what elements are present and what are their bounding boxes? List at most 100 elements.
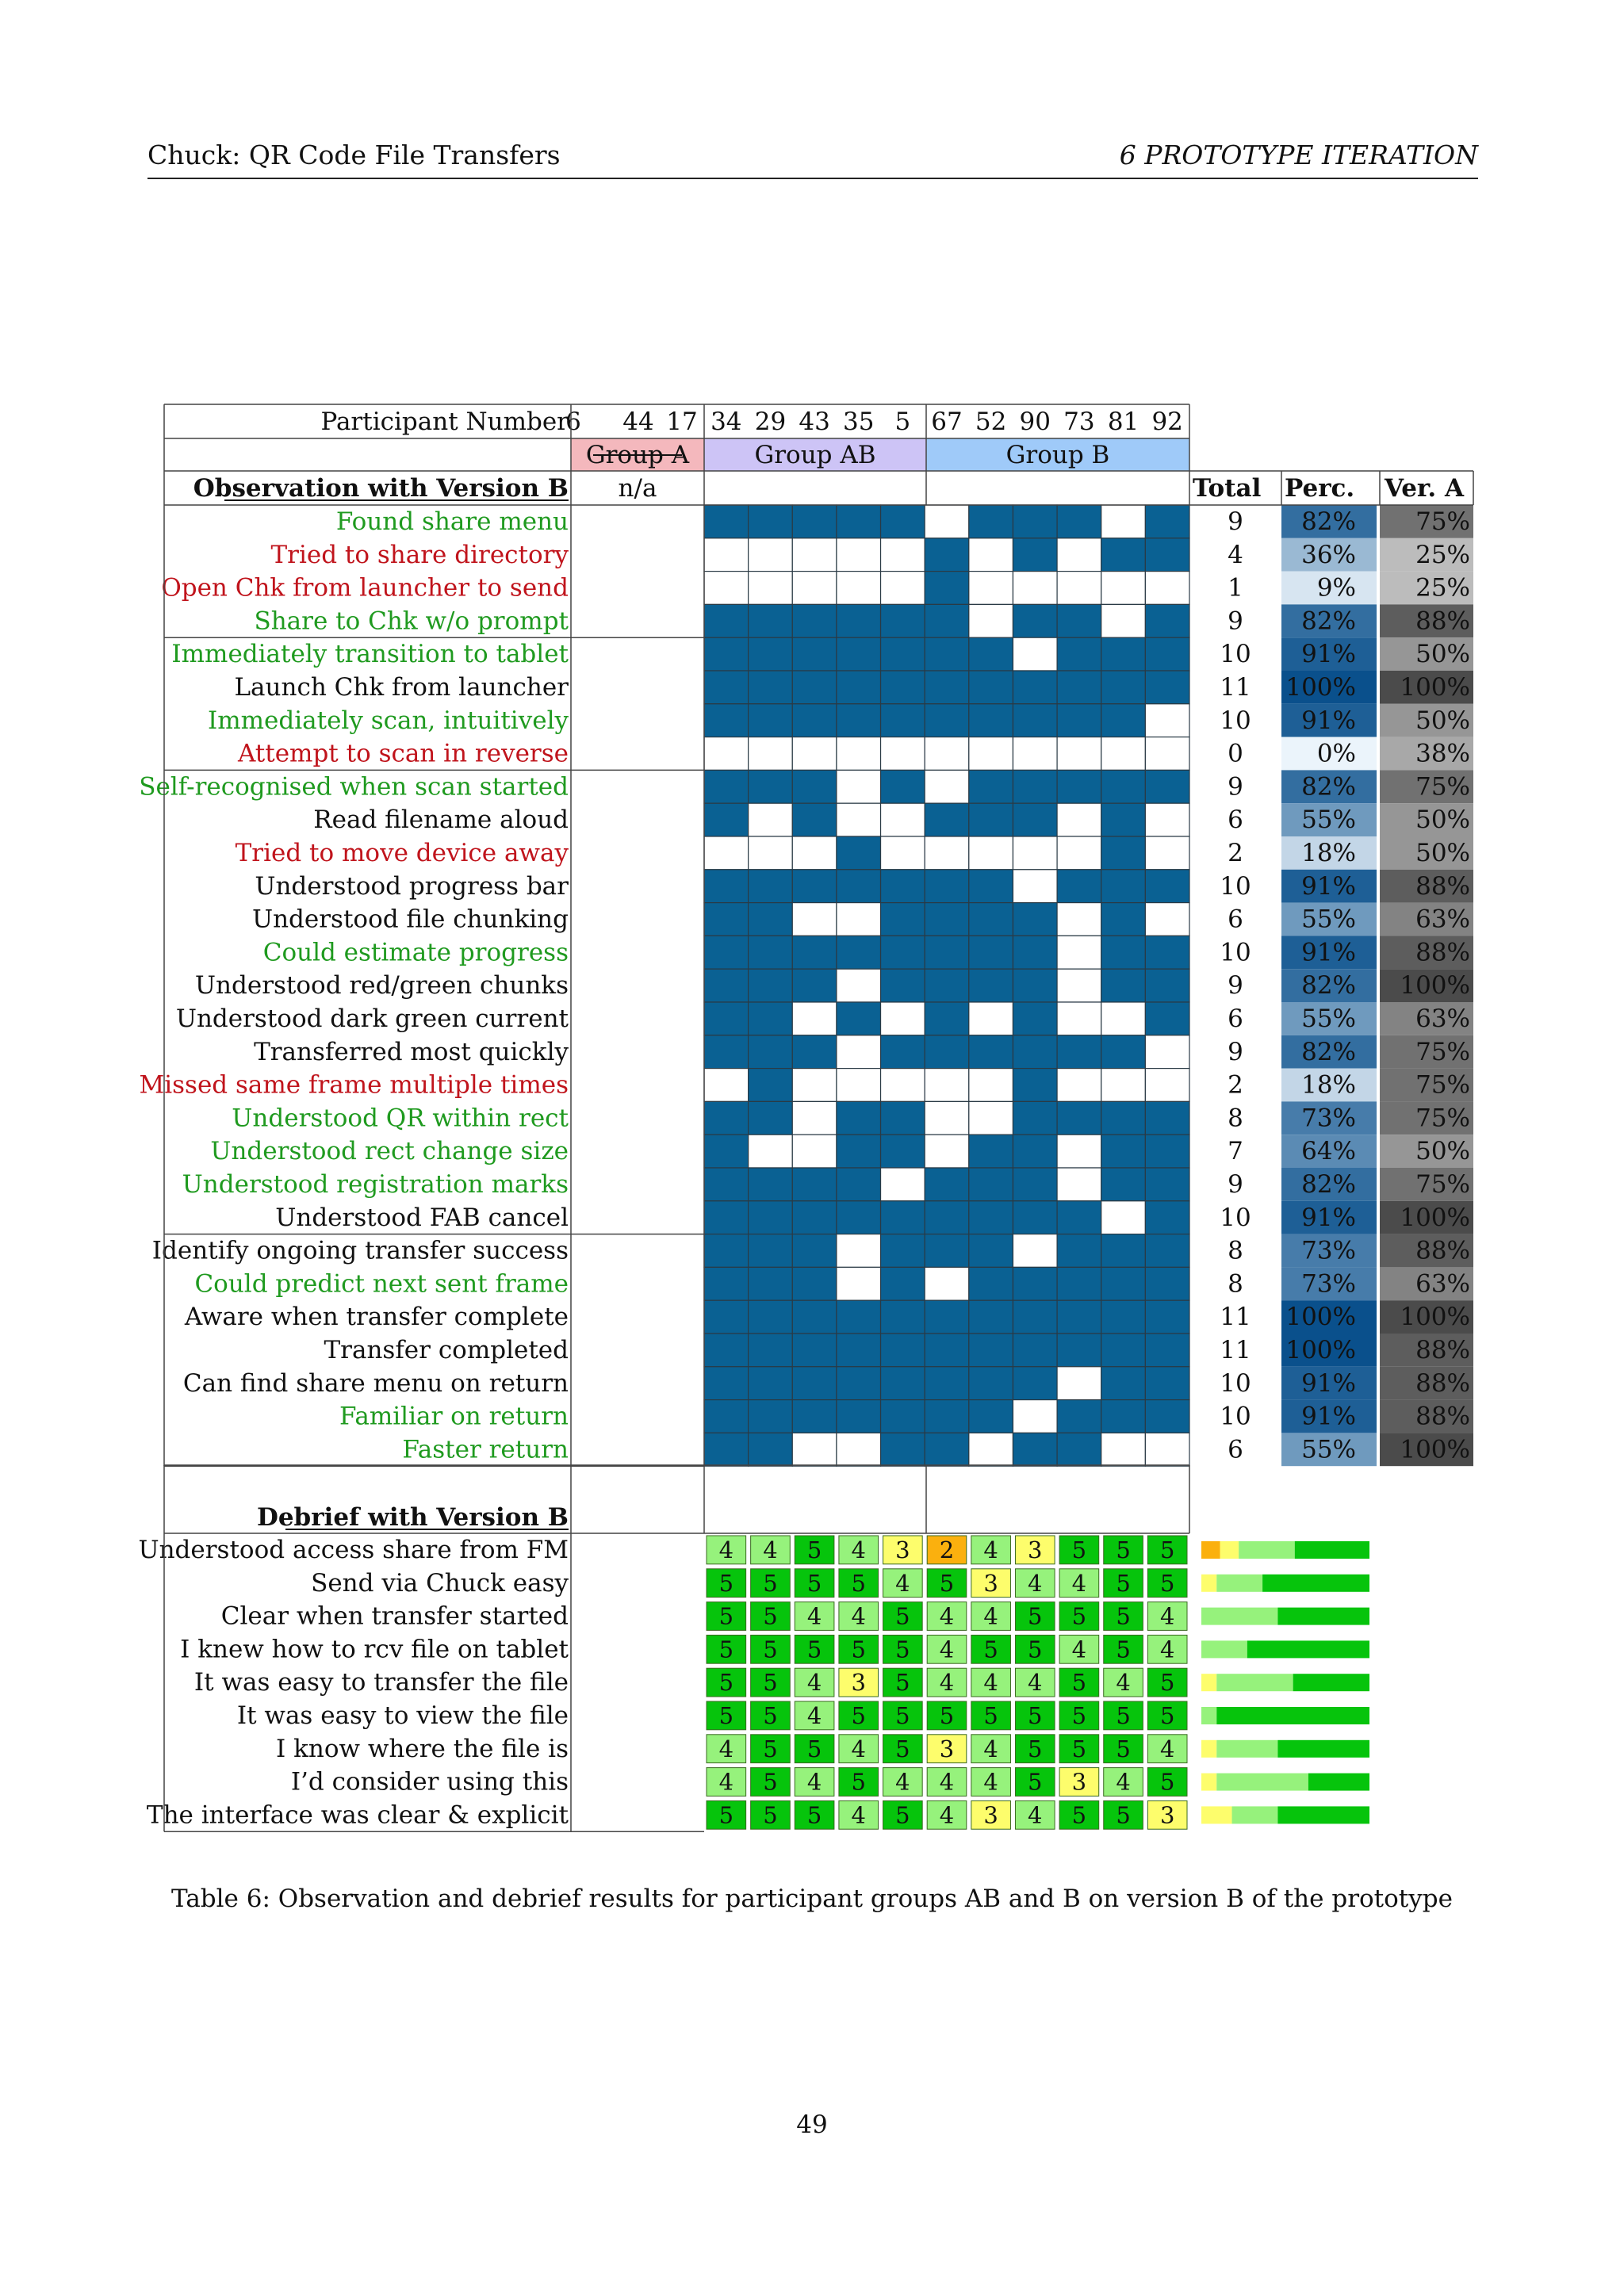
observation-cell (1101, 901, 1146, 936)
score-cell (794, 1601, 835, 1631)
observation-cell (879, 869, 925, 904)
score-value: 5 (940, 1702, 954, 1729)
distribution-bar-segment (1201, 1607, 1278, 1625)
score-value: 5 (983, 1636, 998, 1663)
observation-cell (924, 1233, 970, 1268)
observation-cell (836, 836, 882, 871)
observation-cell (924, 1399, 970, 1433)
observation-cell (836, 1266, 882, 1301)
vera-value: 50% (1415, 806, 1470, 834)
observation-cell (748, 769, 793, 804)
observation-cell (703, 703, 749, 738)
observation-cell (1144, 1266, 1190, 1301)
vera-shade (1380, 969, 1473, 1002)
score-value: 4 (983, 1769, 998, 1796)
observation-cell (791, 1399, 837, 1433)
observation-cell (791, 1035, 837, 1070)
observation-cell (924, 736, 970, 771)
score-cell (926, 1667, 967, 1697)
observation-label: Understood progress bar (255, 872, 569, 901)
observation-cell (836, 935, 882, 970)
observation-cell (791, 968, 837, 1003)
distribution-bar-segment (1293, 1674, 1369, 1692)
observation-cell (1056, 1432, 1102, 1467)
score-value: 4 (1160, 1603, 1174, 1630)
perc-value: 91% (1301, 640, 1356, 668)
vera-value: 100% (1400, 971, 1470, 1000)
score-value: 3 (1160, 1801, 1174, 1828)
score-cell (706, 1667, 747, 1697)
score-value: 4 (807, 1603, 822, 1630)
score-value: 4 (807, 1669, 822, 1696)
distribution-bar-segment (1201, 1574, 1217, 1592)
observation-cell (836, 869, 882, 904)
observation-cell (879, 504, 925, 539)
observation-cell (879, 1001, 925, 1036)
perc-shade (1281, 1168, 1377, 1201)
score-value: 5 (1116, 1801, 1130, 1828)
score-cell (883, 1701, 923, 1731)
score-value: 5 (1028, 1702, 1042, 1729)
vera-value: 88% (1415, 1237, 1470, 1265)
observation-cell (924, 504, 970, 539)
observation-cell (1101, 670, 1146, 705)
observation-cell (1012, 1001, 1058, 1036)
score-cell (926, 1535, 967, 1565)
score-value: 5 (763, 1735, 777, 1762)
debrief-label: I’d consider using this (291, 1768, 569, 1797)
observation-cell (879, 1399, 925, 1433)
observation-cell (879, 1067, 925, 1102)
score-cell (750, 1701, 791, 1731)
score-cell (1147, 1667, 1188, 1697)
observation-cell (1056, 603, 1102, 638)
observation-cell (836, 603, 882, 638)
observation-cell (791, 1233, 837, 1268)
observation-cell (836, 802, 882, 837)
score-cell (794, 1734, 835, 1764)
participant-number: 73 (1063, 408, 1094, 436)
perc-value: 82% (1301, 607, 1356, 635)
score-value: 4 (719, 1735, 733, 1762)
score-cell (883, 1601, 923, 1631)
observation-cell (924, 1432, 970, 1467)
observation-cell (1012, 1432, 1058, 1467)
score-value: 5 (1072, 1735, 1086, 1762)
observation-cell (1012, 670, 1058, 705)
score-cell (750, 1800, 791, 1830)
observation-cell (924, 869, 970, 904)
total-value: 7 (1228, 1137, 1243, 1165)
score-cell (706, 1535, 747, 1565)
observation-cell (1101, 703, 1146, 738)
vera-shade (1380, 1135, 1473, 1168)
score-cell (706, 1734, 747, 1764)
perc-value: 73% (1301, 1237, 1356, 1265)
distribution-bar-segment (1201, 1739, 1217, 1758)
observation-cell (968, 1200, 1014, 1235)
observation-cell (1144, 1366, 1190, 1401)
observation-label: Understood registration marks (182, 1170, 569, 1199)
distribution-bar-segment (1201, 1541, 1220, 1559)
observation-cell (924, 769, 970, 804)
observation-cell (1144, 1035, 1190, 1070)
observation-cell (1056, 570, 1102, 605)
perc-value: 73% (1301, 1269, 1356, 1298)
observation-cell (703, 1266, 749, 1301)
observation-cell (968, 1432, 1014, 1467)
observation-cell (1056, 1333, 1102, 1368)
score-cell (1014, 1667, 1055, 1697)
observation-cell (748, 637, 793, 672)
observation-cell (968, 736, 1014, 771)
perc-value: 100% (1285, 1336, 1356, 1364)
observation-cell (748, 1167, 793, 1202)
vera-value: 75% (1415, 507, 1470, 536)
observation-cell (968, 504, 1014, 539)
observation-cell (1101, 570, 1146, 605)
observation-cell (879, 1233, 925, 1268)
observation-cell (1056, 1134, 1102, 1169)
score-cell (838, 1734, 879, 1764)
observation-cell (968, 1299, 1014, 1334)
participant-number: 44 (622, 408, 653, 436)
observation-cell (1056, 1200, 1102, 1235)
participant-number: 34 (710, 408, 741, 436)
observation-cell (968, 1333, 1014, 1368)
